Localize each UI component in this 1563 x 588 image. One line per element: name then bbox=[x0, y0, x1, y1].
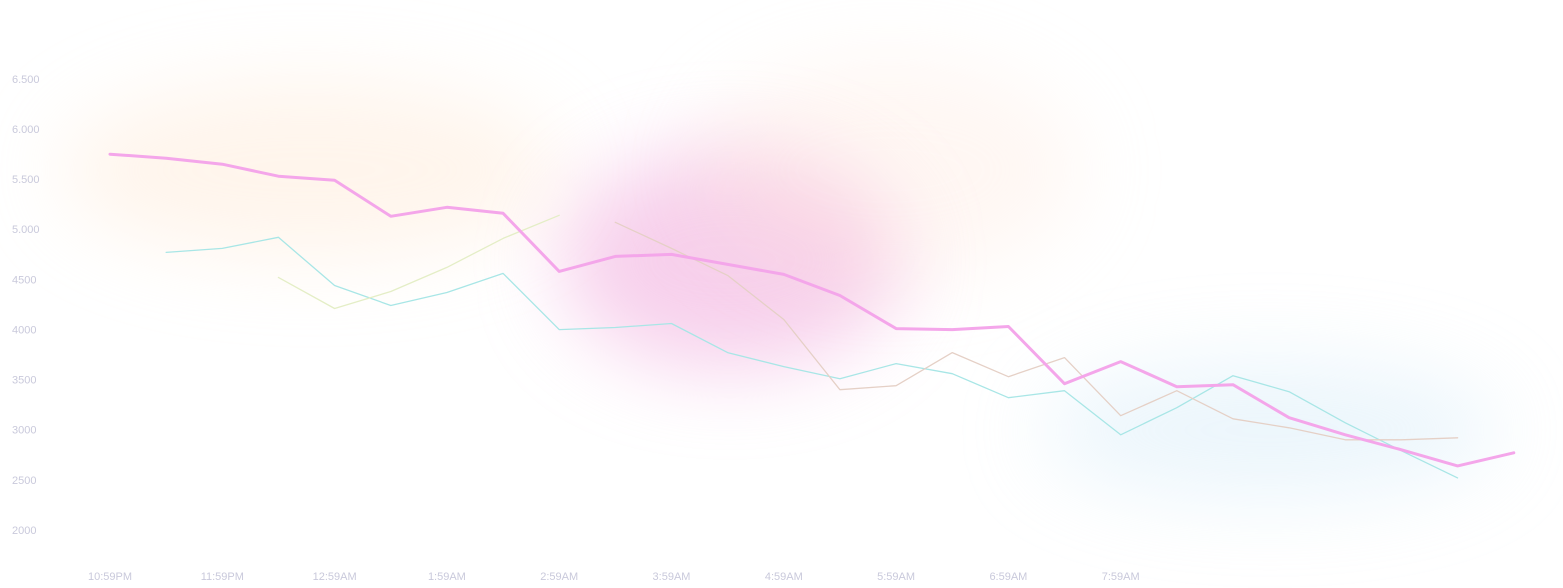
y-tick-label: 6.000 bbox=[12, 124, 40, 136]
x-tick-label: 10:59PM bbox=[88, 571, 132, 583]
y-tick-label: 2000 bbox=[12, 525, 36, 537]
x-tick-label: 4:59AM bbox=[765, 571, 803, 583]
series-line bbox=[614, 221, 1459, 441]
x-tick-label: 12:59AM bbox=[313, 571, 357, 583]
y-tick-label: 5.500 bbox=[12, 174, 40, 186]
x-tick-label: 2:59AM bbox=[540, 571, 578, 583]
y-tick-label: 5.000 bbox=[12, 224, 40, 236]
series-line bbox=[108, 152, 1516, 468]
y-tick-label: 4000 bbox=[12, 324, 36, 336]
y-tick-label: 3000 bbox=[12, 425, 36, 437]
y-tick-label: 4500 bbox=[12, 274, 36, 286]
series-line bbox=[165, 236, 1459, 479]
x-tick-label: 6:59AM bbox=[989, 571, 1027, 583]
x-tick-label: 5:59AM bbox=[877, 571, 915, 583]
y-tick-label: 2500 bbox=[12, 475, 36, 487]
y-tick-label: 3500 bbox=[12, 375, 36, 387]
x-tick-label: 3:59AM bbox=[653, 571, 691, 583]
x-tick-label: 1:59AM bbox=[428, 571, 466, 583]
y-tick-label: 6.500 bbox=[12, 74, 40, 86]
x-tick-label: 11:59PM bbox=[201, 571, 244, 583]
series-line bbox=[277, 214, 560, 310]
x-tick-label: 7:59AM bbox=[1102, 571, 1140, 583]
